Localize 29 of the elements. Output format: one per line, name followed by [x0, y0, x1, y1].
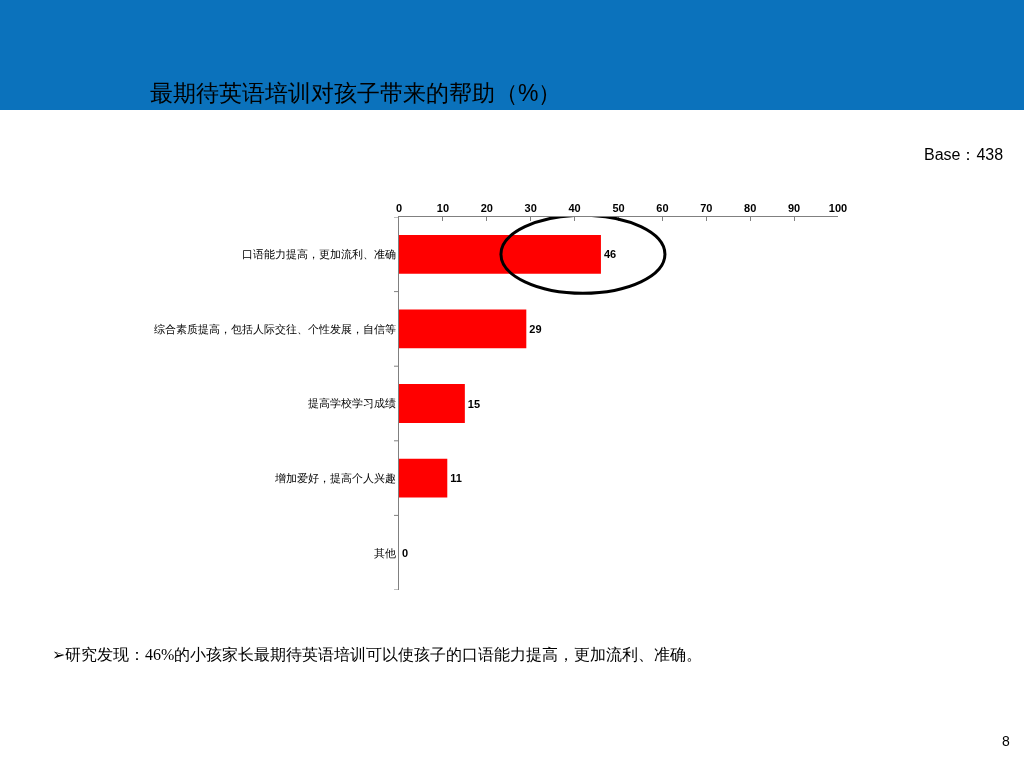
y-tick-label: 口语能力提高，更加流利、准确 [241, 248, 396, 261]
bar [399, 384, 465, 423]
x-tick-label: 80 [744, 201, 757, 214]
bar [399, 309, 527, 349]
x-tick-label: 70 [700, 201, 713, 214]
x-tick-label: 0 [395, 201, 403, 214]
x-tick-label: 60 [656, 201, 669, 214]
x-tick-label: 90 [787, 201, 801, 214]
y-tick-label: 提高学校学习成绩 [307, 397, 396, 410]
x-tick-label: 20 [480, 201, 493, 214]
data-label: 11 [450, 472, 462, 485]
data-label: 46 [603, 248, 617, 261]
x-tick-label: 40 [568, 201, 581, 214]
text: 8 [1002, 733, 1010, 749]
y-tick-label: 增加爱好，提高个人兴趣 [273, 471, 396, 484]
chart-title: 最期待英语培训对孩子带来的帮助（%） [150, 80, 562, 107]
y-tick-label: 综合素质提高，包括人际交往、个性发展，自信等 [153, 322, 396, 335]
y-tick-label: 其他 [373, 546, 396, 559]
x-tick-label: 10 [436, 201, 450, 214]
bar [399, 234, 601, 274]
x-tick-label: 30 [524, 201, 537, 214]
text: ➢研究发现：46%的小孩家长最期待英语培训可以使孩子的口语能力提高，更加流利、准确。 [52, 646, 703, 663]
x-tick-label: 100 [828, 201, 848, 214]
bar [399, 458, 448, 498]
data-label: 15 [467, 397, 481, 410]
data-label: 29 [529, 322, 542, 335]
data-label: 0 [402, 546, 409, 559]
text: Base：438 [924, 146, 1004, 163]
x-tick-label: 50 [612, 201, 625, 214]
